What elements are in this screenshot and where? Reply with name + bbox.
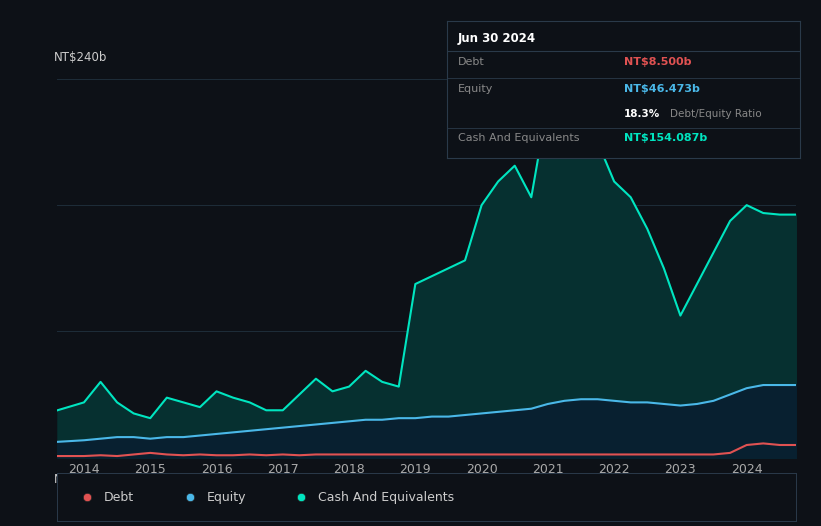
Text: Jun 30 2024: Jun 30 2024 <box>458 32 536 45</box>
Text: Equity: Equity <box>207 491 246 503</box>
Text: Cash And Equivalents: Cash And Equivalents <box>458 133 580 143</box>
Text: 18.3%: 18.3% <box>624 108 660 118</box>
Text: Equity: Equity <box>458 84 493 94</box>
Text: NT$8.500b: NT$8.500b <box>624 57 691 67</box>
Text: NT$154.087b: NT$154.087b <box>624 133 707 143</box>
Text: Cash And Equivalents: Cash And Equivalents <box>318 491 454 503</box>
Text: Debt/Equity Ratio: Debt/Equity Ratio <box>670 108 762 118</box>
Text: NT$0: NT$0 <box>54 473 85 486</box>
Text: Debt: Debt <box>103 491 133 503</box>
Text: NT$240b: NT$240b <box>54 50 108 64</box>
Text: NT$46.473b: NT$46.473b <box>624 84 699 94</box>
Text: Debt: Debt <box>458 57 484 67</box>
